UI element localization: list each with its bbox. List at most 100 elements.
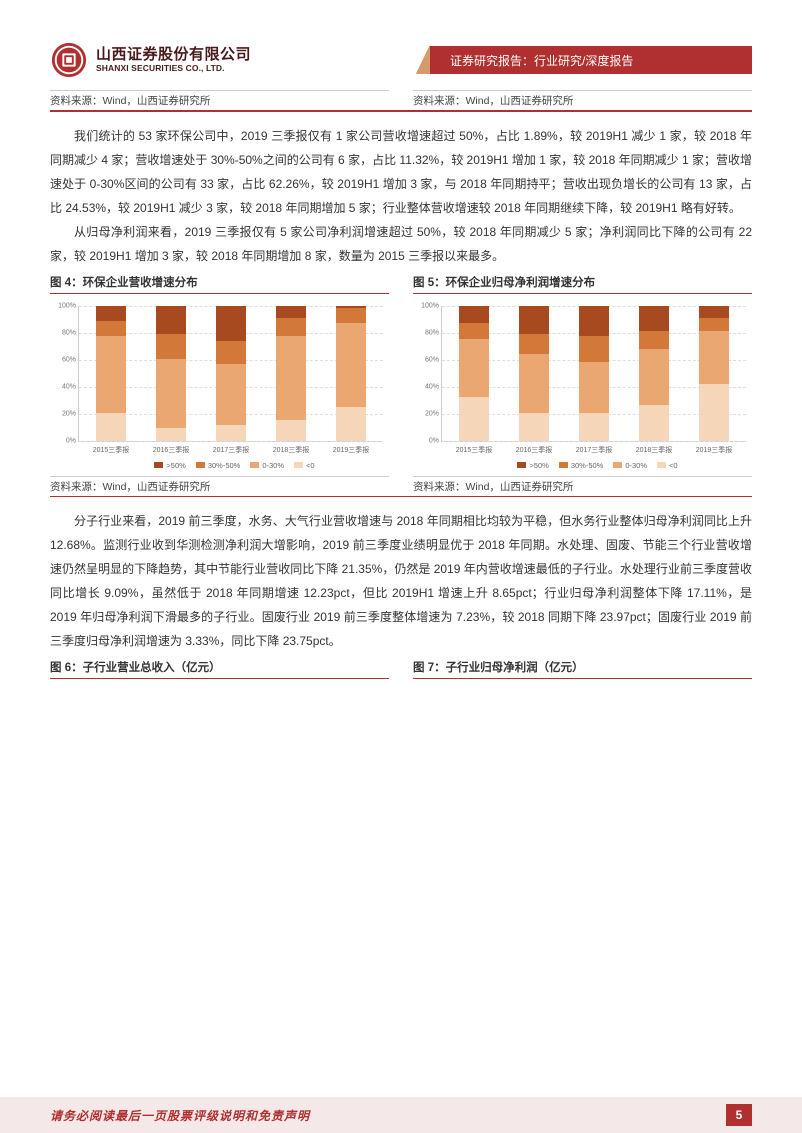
logo-block: 山西证券股份有限公司 SHANXI SECURITIES CO., LTD.	[50, 41, 251, 79]
x-axis-label: 2019三季报	[333, 445, 370, 455]
chart4: 0%20%40%60%80%100%2015三季报2016三季报2017三季报2…	[50, 298, 389, 474]
bar-segment	[699, 384, 729, 440]
y-axis-label: 100%	[417, 302, 439, 309]
legend-label: 0-30%	[625, 461, 647, 470]
company-logo-icon	[50, 41, 88, 79]
bar-column: 2016三季报	[156, 306, 186, 441]
y-axis-label: 0%	[54, 437, 76, 444]
bar-segment	[216, 341, 246, 364]
bar-segment	[156, 428, 186, 441]
bar-column: 2017三季报	[579, 306, 609, 441]
y-axis-label: 20%	[54, 410, 76, 417]
bar-column: 2016三季报	[519, 306, 549, 441]
bar-column: 2017三季报	[216, 306, 246, 441]
bar-segment	[579, 413, 609, 441]
legend-label: <0	[306, 461, 315, 470]
bar-segment	[459, 323, 489, 338]
bar-segment	[579, 336, 609, 361]
legend-label: 30%-50%	[571, 461, 604, 470]
legend-swatch	[196, 462, 205, 468]
bar-segment	[336, 323, 366, 407]
divider-top	[50, 110, 752, 112]
legend-label: >50%	[166, 461, 185, 470]
bar-segment	[639, 331, 669, 349]
bar-segment	[96, 321, 126, 336]
bar-segment	[519, 354, 549, 413]
bar-segment	[519, 306, 549, 334]
bar-segment	[216, 306, 246, 342]
legend-item: 0-30%	[250, 461, 284, 470]
legend-swatch	[250, 462, 259, 468]
chart4-title: 图 4：环保企业营收增速分布	[50, 274, 389, 294]
legend-item: 30%-50%	[559, 461, 604, 470]
bar-segment	[276, 306, 306, 319]
bar-segment	[519, 413, 549, 441]
bar-segment	[699, 306, 729, 319]
chart7-title: 图 7：子行业归母净利润（亿元）	[413, 659, 752, 679]
bar-segment	[579, 362, 609, 413]
bar-column: 2015三季报	[96, 306, 126, 441]
x-axis-label: 2018三季报	[273, 445, 310, 455]
divider-mid	[50, 496, 752, 498]
bar-segment	[156, 334, 186, 359]
report-banner: 证券研究报告：行业研究/深度报告	[416, 46, 752, 74]
x-axis-label: 2018三季报	[636, 445, 673, 455]
x-axis-label: 2017三季报	[213, 445, 250, 455]
bar-segment	[96, 413, 126, 441]
y-axis-label: 60%	[54, 356, 76, 363]
y-axis-label: 0%	[417, 437, 439, 444]
legend-item: 0-30%	[613, 461, 647, 470]
source-row-top: 资料来源：Wind，山西证券研究所 资料来源：Wind，山西证券研究所	[50, 90, 752, 108]
bar-column: 2019三季报	[336, 306, 366, 441]
y-axis-label: 80%	[54, 329, 76, 336]
bar-segment	[276, 318, 306, 336]
source-mid-right: 资料来源：Wind，山西证券研究所	[413, 476, 752, 494]
bar-segment	[276, 420, 306, 440]
page-header: 山西证券股份有限公司 SHANXI SECURITIES CO., LTD. 证…	[50, 38, 752, 82]
chart6-title: 图 6：子行业营业总收入（亿元）	[50, 659, 389, 679]
bar-segment	[459, 339, 489, 398]
legend-label: <0	[669, 461, 678, 470]
x-axis-label: 2015三季报	[456, 445, 493, 455]
bar-segment	[459, 306, 489, 324]
y-axis-label: 80%	[417, 329, 439, 336]
bar-segment	[519, 334, 549, 354]
bar-segment	[639, 306, 669, 331]
legend-item: <0	[657, 461, 678, 470]
x-axis-label: 2019三季报	[696, 445, 733, 455]
bar-segment	[156, 306, 186, 334]
bar-segment	[276, 336, 306, 420]
bar-segment	[699, 318, 729, 331]
bar-column: 2018三季报	[276, 306, 306, 441]
legend-swatch	[154, 462, 163, 468]
legend-item: 30%-50%	[196, 461, 241, 470]
x-axis-label: 2016三季报	[153, 445, 190, 455]
legend-swatch	[517, 462, 526, 468]
source-mid-left: 资料来源：Wind，山西证券研究所	[50, 476, 389, 494]
paragraph-1: 我们统计的 53 家环保公司中，2019 三季报仅有 1 家公司营收增速超过 5…	[50, 124, 752, 220]
source-right: 资料来源：Wind，山西证券研究所	[413, 90, 752, 108]
page-number: 5	[726, 1104, 752, 1126]
company-name-en: SHANXI SECURITIES CO., LTD.	[96, 63, 251, 73]
chart-legend: >50% 30%-50% 0-30% <0	[86, 461, 383, 470]
source-row-mid: 资料来源：Wind，山西证券研究所 资料来源：Wind，山西证券研究所	[50, 476, 752, 494]
y-axis-label: 40%	[54, 383, 76, 390]
legend-item: <0	[294, 461, 315, 470]
paragraph-3: 分子行业来看，2019 前三季度，水务、大气行业营收增速与 2018 年同期相比…	[50, 509, 752, 653]
chart5: 0%20%40%60%80%100%2015三季报2016三季报2017三季报2…	[413, 298, 752, 474]
bar-segment	[96, 336, 126, 412]
x-axis-label: 2015三季报	[93, 445, 130, 455]
legend-item: >50%	[154, 461, 185, 470]
bar-segment	[216, 364, 246, 425]
legend-label: 0-30%	[262, 461, 284, 470]
bar-segment	[699, 331, 729, 384]
legend-label: 30%-50%	[208, 461, 241, 470]
bar-segment	[96, 306, 126, 321]
chart5-title: 图 5：环保企业归母净利润增速分布	[413, 274, 752, 294]
bar-column: 2018三季报	[639, 306, 669, 441]
y-axis-label: 20%	[417, 410, 439, 417]
y-axis-label: 60%	[417, 356, 439, 363]
charts-row-45: 0% 20% 40% 60% 80% 100% 2015三季报 2016三季报 2017三季报 2…	[50, 298, 752, 474]
legend-label: >50%	[529, 461, 548, 470]
bar-segment	[639, 405, 669, 441]
